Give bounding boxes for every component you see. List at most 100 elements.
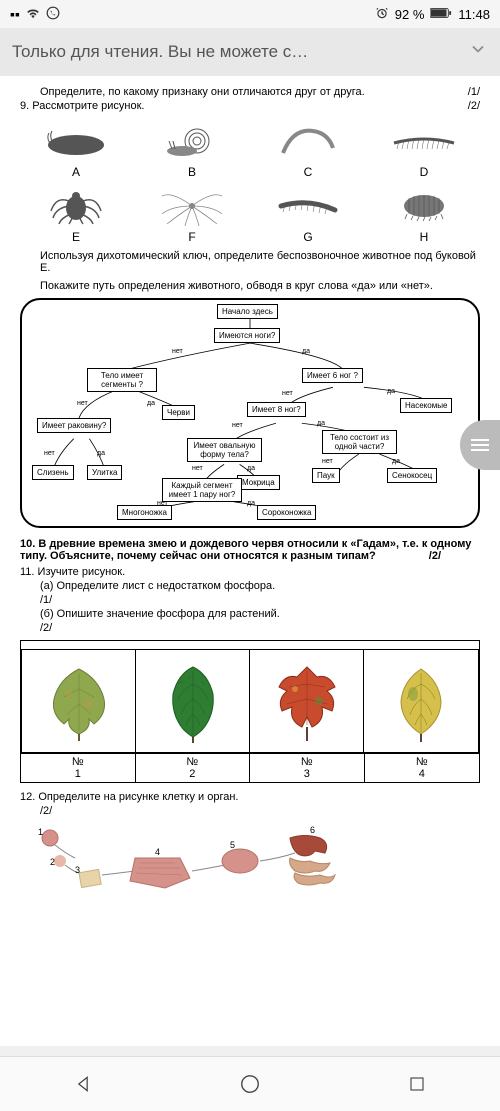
status-right: 92 % 11:48 xyxy=(375,6,490,23)
q10-mark: /2/ xyxy=(429,550,441,562)
para-2: Покажите путь определения животного, обв… xyxy=(40,280,480,292)
node-shell: Имеет раковину? xyxy=(37,418,111,433)
edge: нет xyxy=(282,390,293,397)
node-segments: Тело имеет сегменты ? xyxy=(87,368,157,392)
edge: да xyxy=(317,420,325,427)
q9-mark: /2/ xyxy=(468,100,480,112)
edge: да xyxy=(247,500,255,507)
animal-f: F xyxy=(136,183,248,244)
leaf-4 xyxy=(364,650,478,752)
node-centipede: Сороконожка xyxy=(257,505,316,520)
animal-b: В xyxy=(136,118,248,179)
svg-text:2: 2 xyxy=(50,857,55,867)
alarm-icon xyxy=(375,6,389,23)
question-intro: Определите, по какому признаку они отлич… xyxy=(40,86,480,98)
para-1: Используя дихотомический ключ, определит… xyxy=(40,250,480,274)
label-a: А xyxy=(20,165,132,179)
node-slug: Слизень xyxy=(32,465,74,480)
edge: да xyxy=(302,348,310,355)
animal-a: А xyxy=(20,118,132,179)
label-g: G xyxy=(252,230,364,244)
edge: нет xyxy=(322,458,333,465)
edge: нет xyxy=(192,465,203,472)
edge: да xyxy=(392,458,400,465)
edge: да xyxy=(147,400,155,407)
label-c: С xyxy=(252,165,364,179)
edge: да xyxy=(97,450,105,457)
edge: нет xyxy=(77,400,88,407)
svg-text:5: 5 xyxy=(230,840,235,850)
animals-grid: А В С D E F G H xyxy=(20,118,480,244)
svg-text:3: 3 xyxy=(75,865,80,875)
q11a-mark: /1/ xyxy=(40,594,480,606)
organs-diagram: 1 2 3 4 5 6 xyxy=(20,823,480,893)
clock-text: 11:48 xyxy=(458,7,490,22)
node-harvestman: Сенокосец xyxy=(387,468,437,483)
node-snail: Улитка xyxy=(87,465,122,480)
node-woodlouse: Мокрица xyxy=(237,475,280,490)
intro-text: Определите, по какому признаку они отлич… xyxy=(40,86,365,98)
intro-mark: /1/ xyxy=(468,86,480,98)
recent-button[interactable] xyxy=(403,1070,431,1098)
node-spider: Паук xyxy=(312,468,340,483)
leaf-num-1: №1 xyxy=(21,754,136,782)
chevron-down-icon[interactable] xyxy=(460,39,488,65)
node-oval: Имеет овальную форму тела? xyxy=(187,438,262,462)
node-eight: Имеет 8 ног? xyxy=(247,402,306,417)
back-button[interactable] xyxy=(69,1070,97,1098)
node-onepart: Тело состоит из одной части? xyxy=(322,430,397,454)
label-f: F xyxy=(136,230,248,244)
label-h: H xyxy=(368,230,480,244)
node-legs: Имеются ноги? xyxy=(214,328,280,343)
q9-text: 9. Рассмотрите рисунок. xyxy=(20,100,144,112)
leaf-num-3: №3 xyxy=(250,754,365,782)
label-d: D xyxy=(368,165,480,179)
status-bar: ▪▪ 92 % 11:48 xyxy=(0,0,500,28)
label-e: E xyxy=(20,230,132,244)
leaf-num-4: №4 xyxy=(365,754,480,782)
battery-text: 92 % xyxy=(395,7,425,22)
wifi-icon xyxy=(26,6,40,23)
question-9: 9. Рассмотрите рисунок. /2/ xyxy=(20,100,480,112)
q10-text: 10. В древние времена змею и дождевого ч… xyxy=(20,538,471,562)
node-millipede: Многоножка xyxy=(117,505,172,520)
question-10: 10. В древние времена змею и дождевого ч… xyxy=(20,538,480,562)
svg-text:6: 6 xyxy=(310,825,315,835)
node-pairlegs: Каждый сегмент имеет 1 пару ног? xyxy=(162,478,242,502)
leaf-num-2: №2 xyxy=(136,754,251,782)
animal-h: H xyxy=(368,183,480,244)
home-button[interactable] xyxy=(236,1070,264,1098)
animal-d: D xyxy=(368,118,480,179)
battery-icon xyxy=(430,7,452,22)
node-start: Начало здесь xyxy=(217,304,278,319)
status-left: ▪▪ xyxy=(10,6,60,23)
animal-g: G xyxy=(252,183,364,244)
leaf-1 xyxy=(22,650,136,752)
edge: нет xyxy=(232,422,243,429)
nav-bar xyxy=(0,1056,500,1111)
toolbar-title: Только для чтения. Вы не можете с… xyxy=(12,42,460,62)
document-body: Определите, по какому признаку они отлич… xyxy=(0,76,500,1046)
toolbar: Только для чтения. Вы не можете с… xyxy=(0,28,500,76)
q12-mark: /2/ xyxy=(40,805,480,817)
label-b: В xyxy=(136,165,248,179)
animal-e: E xyxy=(20,183,132,244)
svg-text:4: 4 xyxy=(155,847,160,857)
q11b: (б) Опишите значение фосфора для растени… xyxy=(40,608,480,620)
whatsapp-icon xyxy=(46,6,60,23)
q11b-mark: /2/ xyxy=(40,622,480,634)
edge: нет xyxy=(44,450,55,457)
leaf-3 xyxy=(250,650,364,752)
edge: да xyxy=(387,388,395,395)
q11a: (а) Определите лист с недостатком фосфор… xyxy=(40,580,480,592)
edge: нет xyxy=(172,348,183,355)
edge: да xyxy=(247,465,255,472)
leaf-2 xyxy=(136,650,250,752)
organ-1: 1 xyxy=(38,827,43,837)
node-worms: Черви xyxy=(162,405,195,420)
dichotomous-key: Начало здесь Имеются ноги? нет да Тело и… xyxy=(20,298,480,528)
question-12: 12. Определите на рисунке клетку и орган… xyxy=(20,791,480,803)
animal-c: С xyxy=(252,118,364,179)
leaves-table: №1 №2 №3 №4 xyxy=(20,640,480,783)
question-11: 11. Изучите рисунок. xyxy=(20,566,480,578)
